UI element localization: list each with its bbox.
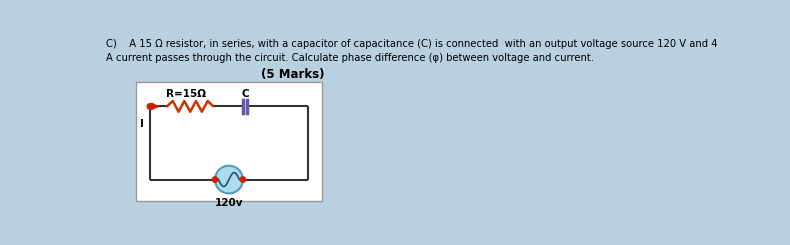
Circle shape <box>147 104 152 109</box>
Text: 120v: 120v <box>215 198 243 208</box>
Circle shape <box>213 177 218 182</box>
Bar <box>136 82 322 201</box>
Text: I: I <box>140 119 144 129</box>
Text: C)    A 15 Ω resistor, in series, with a capacitor of capacitance (C) is connect: C) A 15 Ω resistor, in series, with a ca… <box>107 39 718 49</box>
Text: (5 Marks): (5 Marks) <box>261 68 324 81</box>
Text: A current passes through the circuit. Calculate phase difference (φ) between vol: A current passes through the circuit. Ca… <box>107 52 595 62</box>
Text: R=15Ω: R=15Ω <box>167 89 206 99</box>
Text: C: C <box>241 89 249 99</box>
Circle shape <box>215 166 243 193</box>
Circle shape <box>240 177 246 182</box>
